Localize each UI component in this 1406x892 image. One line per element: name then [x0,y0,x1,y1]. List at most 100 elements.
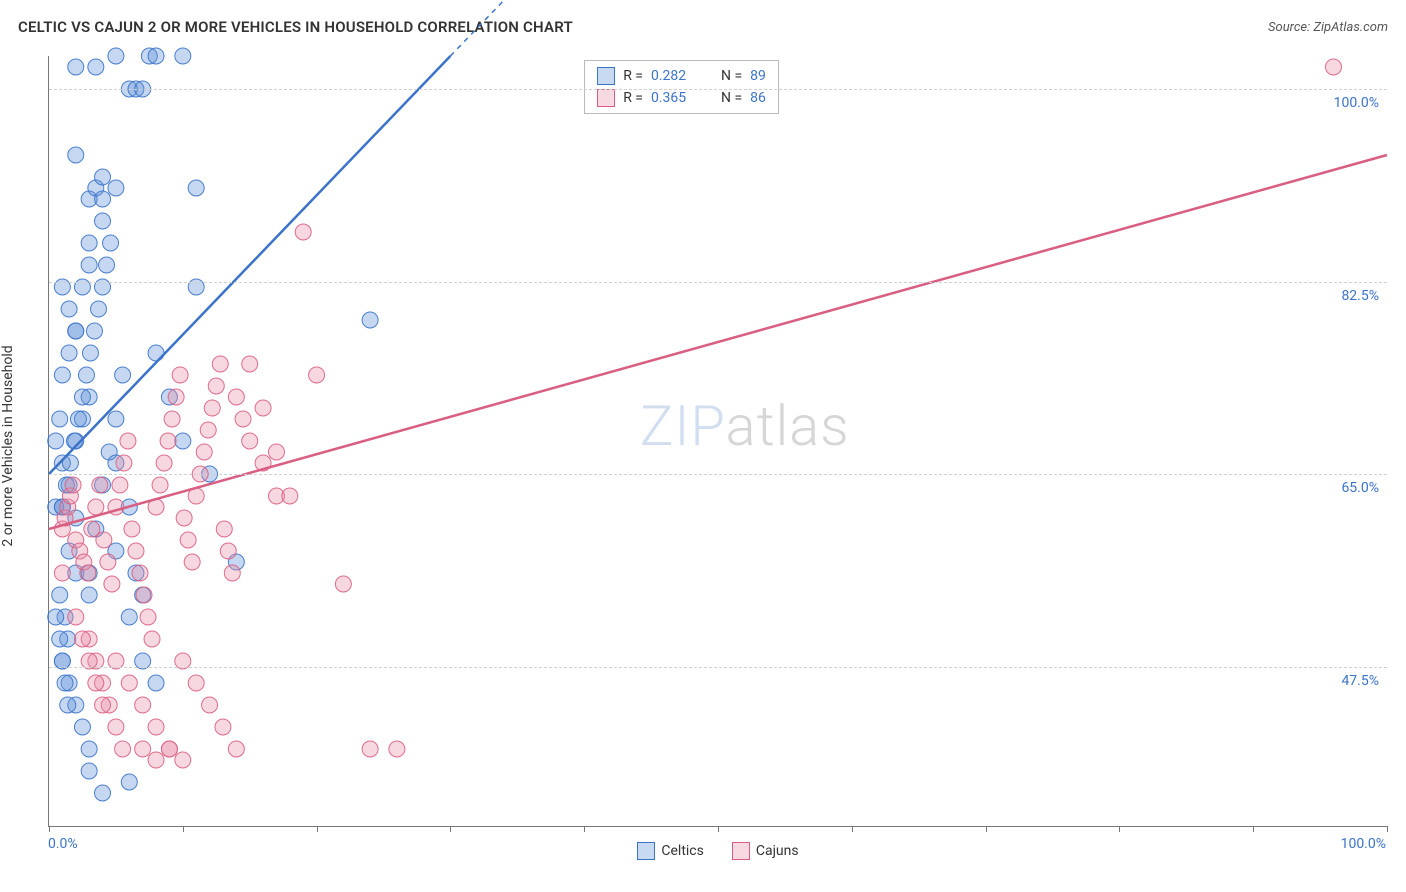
data-point-cajuns [224,565,240,581]
data-point-cajuns [204,400,220,416]
data-point-celtics [70,411,86,427]
x-tick [450,826,451,832]
data-point-cajuns [108,719,124,735]
data-point-celtics [78,367,94,383]
data-point-celtics [148,675,164,691]
data-point-celtics [108,48,124,64]
data-point-celtics [54,367,70,383]
data-point-celtics [60,697,76,713]
data-point-cajuns [148,719,164,735]
data-point-celtics [86,323,102,339]
data-point-cajuns [180,532,196,548]
x-axis-min: 0.0% [48,836,78,852]
data-point-celtics [68,59,84,75]
data-point-cajuns [152,477,168,493]
n-label: N = [721,68,742,84]
data-point-celtics [81,587,97,603]
data-point-celtics [188,180,204,196]
data-point-celtics [74,389,90,405]
data-point-celtics [48,609,64,625]
x-tick [584,826,585,832]
data-point-celtics [81,741,97,757]
data-point-cajuns [132,565,148,581]
data-point-cajuns [309,367,325,383]
data-point-celtics [52,587,68,603]
data-point-celtics [103,235,119,251]
data-point-celtics [115,367,131,383]
data-point-celtics [148,345,164,361]
data-point-cajuns [255,400,271,416]
data-point-celtics [81,257,97,273]
chart-title: CELTIC VS CAJUN 2 OR MORE VEHICLES IN HO… [18,18,573,36]
data-point-cajuns [242,433,258,449]
data-point-cajuns [88,499,104,515]
data-point-cajuns [160,433,176,449]
data-point-cajuns [54,565,70,581]
data-point-cajuns [215,719,231,735]
data-point-celtics [57,675,73,691]
data-point-cajuns [144,631,160,647]
gridline [49,89,1387,90]
source-prefix: Source: [1268,20,1313,35]
x-tick [1387,826,1388,832]
legend-stats-row-cajuns: R =0.365N =86 [585,87,778,109]
y-tick-label: 65.0% [1341,480,1379,496]
data-point-cajuns [282,488,298,504]
data-point-celtics [108,411,124,427]
data-point-celtics [121,609,137,625]
data-point-cajuns [156,455,172,471]
data-point-celtics [48,433,64,449]
data-point-cajuns [148,752,164,768]
data-point-cajuns [95,697,111,713]
data-point-celtics [52,631,68,647]
x-tick [183,826,184,832]
x-tick [852,826,853,832]
source-attribution: Source: ZipAtlas.com [1268,20,1388,35]
data-point-cajuns [208,378,224,394]
data-point-cajuns [65,477,81,493]
swatch-celtics [597,67,615,85]
data-point-celtics [95,785,111,801]
source-name: ZipAtlas.com [1313,20,1388,35]
data-point-celtics [175,433,191,449]
data-point-cajuns [115,741,131,757]
data-point-cajuns [228,741,244,757]
data-point-cajuns [1325,59,1341,75]
data-point-cajuns [172,367,188,383]
data-point-cajuns [96,532,112,548]
data-point-cajuns [128,543,144,559]
r-label: R = [623,68,643,84]
data-point-cajuns [389,741,405,757]
x-axis-labels: 0.0% 100.0% [48,836,1386,852]
data-point-cajuns [362,741,378,757]
gridline [49,474,1387,475]
data-point-cajuns [68,609,84,625]
data-point-cajuns [140,609,156,625]
data-point-cajuns [112,477,128,493]
data-point-cajuns [212,356,228,372]
data-point-cajuns [135,697,151,713]
y-tick-label: 82.5% [1341,288,1379,304]
data-point-celtics [82,345,98,361]
r-value: 0.365 [651,90,701,106]
x-tick [49,826,50,832]
data-point-cajuns [200,422,216,438]
y-tick-label: 100.0% [1334,95,1379,111]
swatch-cajuns [597,89,615,107]
y-axis-label: 2 or more Vehicles in Household [0,345,16,546]
data-point-cajuns [235,411,251,427]
correlation-legend: R =0.282N =89R =0.365N =86 [584,60,779,114]
data-point-cajuns [161,741,177,757]
data-point-celtics [61,301,77,317]
data-point-celtics [91,301,107,317]
data-point-celtics [68,147,84,163]
data-point-cajuns [100,554,116,570]
data-point-cajuns [176,510,192,526]
plot-svg [49,56,1387,826]
n-value: 89 [750,68,766,84]
data-point-celtics [68,323,84,339]
data-point-cajuns [92,477,108,493]
data-point-celtics [81,235,97,251]
r-label: R = [623,90,643,106]
x-tick [317,826,318,832]
